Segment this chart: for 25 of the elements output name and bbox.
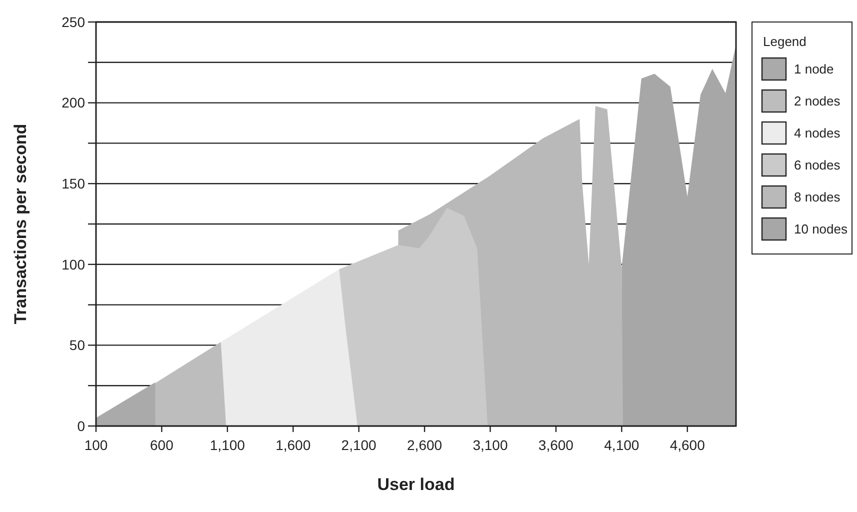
x-tick-label: 2,600 — [407, 437, 442, 453]
legend-label: 1 node — [794, 62, 834, 77]
x-axis-title: User load — [377, 475, 455, 494]
x-tick-label: 1,100 — [210, 437, 246, 453]
legend-label: 2 nodes — [794, 94, 841, 109]
x-tick-label: 100 — [84, 437, 108, 453]
x-tick-label: 4,600 — [670, 437, 706, 453]
x-tick-label: 3,600 — [538, 437, 574, 453]
x-tick-label: 3,100 — [472, 437, 508, 453]
y-axis-title: Transactions per second — [11, 124, 30, 324]
y-tick-label: 200 — [62, 94, 86, 111]
legend-title: Legend — [763, 34, 806, 49]
legend-label: 4 nodes — [794, 126, 841, 141]
legend-label: 10 nodes — [794, 222, 848, 237]
x-tick-label: 600 — [150, 437, 174, 453]
x-tick-label: 1,600 — [276, 437, 311, 453]
legend-label: 6 nodes — [794, 158, 841, 173]
y-tick-label: 250 — [62, 14, 86, 30]
y-tick-label: 0 — [77, 418, 86, 434]
y-tick-label: 50 — [69, 337, 86, 354]
y-tick-label: 100 — [62, 256, 86, 272]
x-tick-label: 2,100 — [341, 437, 377, 453]
legend-label: 8 nodes — [794, 190, 841, 205]
x-tick-label: 4,100 — [604, 437, 640, 453]
y-tick-label: 150 — [62, 176, 86, 192]
